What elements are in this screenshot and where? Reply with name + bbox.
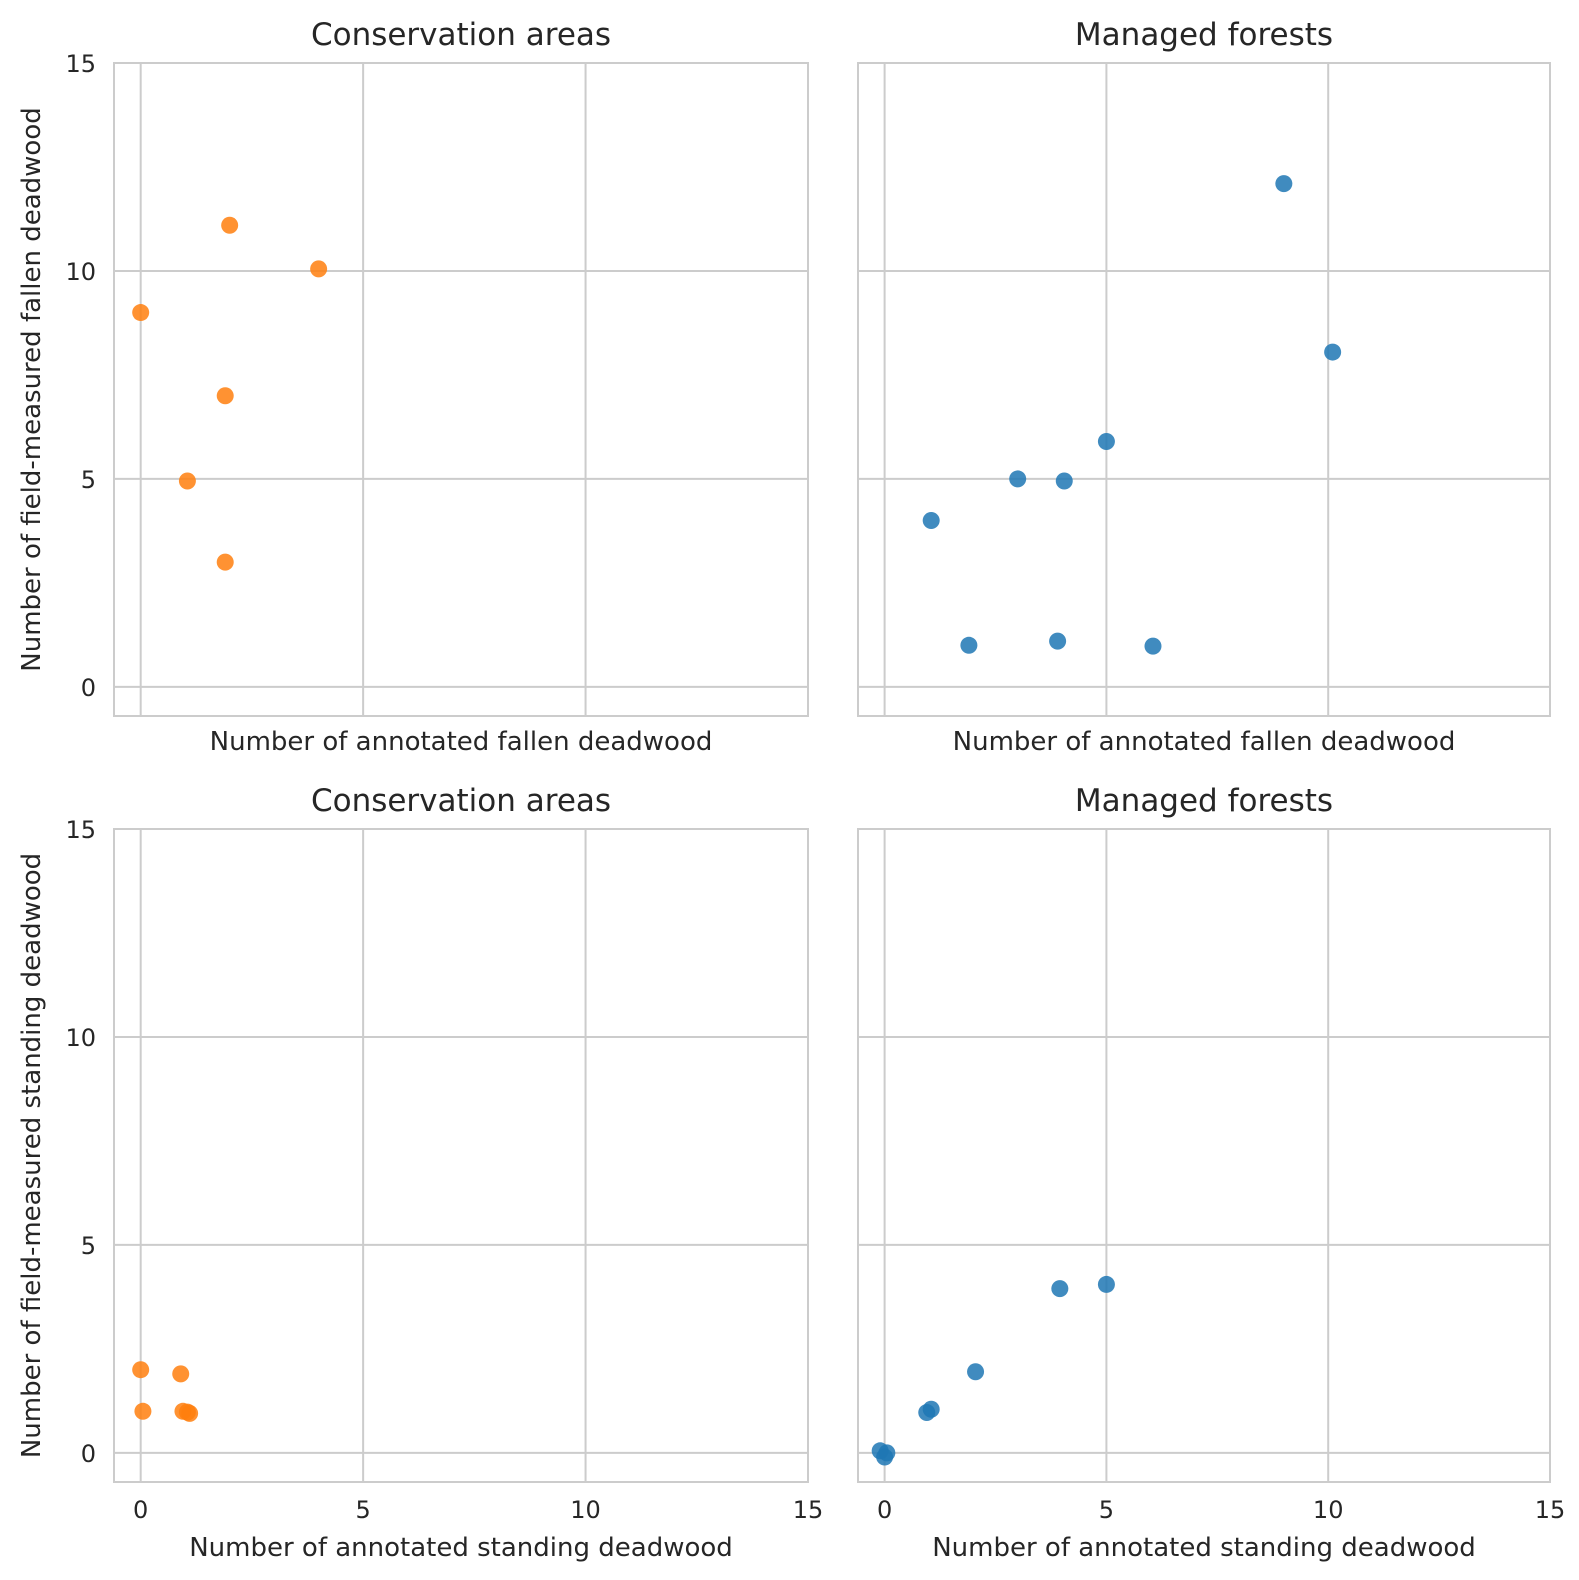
data-point — [1097, 1275, 1115, 1293]
data-point — [967, 1363, 985, 1381]
data-point — [178, 472, 196, 490]
x-tick-label: 10 — [570, 1496, 601, 1524]
data-point — [1275, 175, 1293, 193]
x-axis-label: Number of annotated fallen deadwood — [210, 727, 713, 757]
data-point — [134, 1402, 152, 1420]
data-point — [132, 1361, 150, 1379]
y-tick-label: 0 — [81, 1440, 96, 1468]
data-point — [221, 216, 239, 234]
data-point — [310, 260, 328, 278]
data-point — [960, 636, 978, 654]
x-tick-label: 15 — [1535, 1496, 1566, 1524]
panel-2: Managed forests Number of annotated falle… — [857, 17, 1551, 757]
data-point — [172, 1365, 190, 1383]
data-point — [178, 1403, 196, 1421]
data-point — [216, 553, 234, 571]
x-tick-label: 15 — [793, 1496, 824, 1524]
panel-3: 0 5 10 15 0 5 10 15 Conservation areas Number of … — [17, 783, 823, 1563]
plot-frame — [113, 62, 809, 717]
data-point — [918, 1404, 936, 1422]
data-point — [216, 387, 234, 405]
data-point — [1009, 470, 1027, 488]
x-tick-label: 5 — [1099, 1496, 1114, 1524]
x-tick-label: 5 — [355, 1496, 370, 1524]
x-axis-label: Number of annotated fallen deadwood — [953, 727, 1456, 757]
plot-frame — [113, 828, 809, 1483]
plot-frame — [857, 62, 1551, 717]
x-axis-label: Number of annotated standing deadwood — [189, 1533, 733, 1563]
data-point — [1144, 637, 1162, 655]
plot-frame — [857, 828, 1551, 1483]
panel-title: Managed forests — [1075, 17, 1333, 53]
y-tick-label: 5 — [81, 1232, 96, 1260]
data-point — [132, 304, 150, 322]
data-point — [1097, 432, 1115, 450]
x-tick-label: 0 — [133, 1496, 148, 1524]
data-point — [1324, 343, 1342, 361]
panel-title: Conservation areas — [311, 17, 611, 53]
data-point — [1049, 632, 1067, 650]
x-tick-label: 0 — [877, 1496, 892, 1524]
y-tick-label: 10 — [65, 258, 96, 286]
y-axis-label: Number of field-measured standing deadwo… — [17, 853, 47, 1458]
panel-4: 0 5 10 15 Managed forests Number of annotated… — [857, 783, 1566, 1563]
x-tick-label: 10 — [1313, 1496, 1344, 1524]
x-axis-label: Number of annotated standing deadwood — [932, 1533, 1476, 1563]
panel-title: Managed forests — [1075, 783, 1333, 819]
data-point — [1055, 472, 1073, 490]
y-tick-label: 0 — [81, 674, 96, 702]
y-tick-label: 15 — [65, 50, 96, 78]
y-tick-label: 15 — [65, 816, 96, 844]
data-point — [1051, 1280, 1069, 1298]
data-point — [876, 1448, 894, 1466]
panel-1: 0 5 10 15 Conservation areas Number of annota… — [17, 17, 809, 757]
y-tick-label: 5 — [81, 466, 96, 494]
panel-title: Conservation areas — [311, 783, 611, 819]
y-axis-label: Number of field-measured fallen deadwood — [17, 107, 47, 671]
data-point — [922, 512, 940, 530]
y-tick-label: 10 — [65, 1024, 96, 1052]
